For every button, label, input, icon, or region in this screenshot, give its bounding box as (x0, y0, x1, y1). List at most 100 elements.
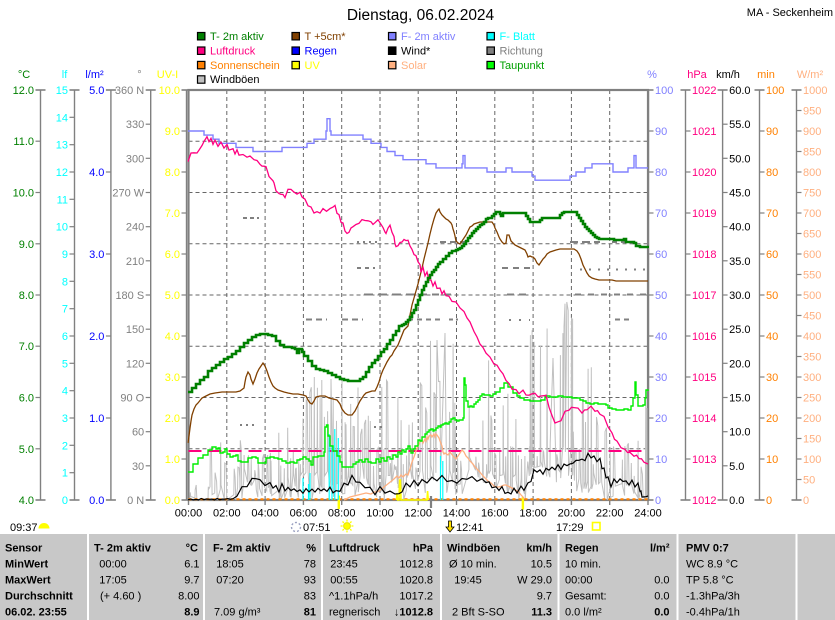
svg-text:10: 10 (56, 222, 68, 234)
svg-text:24:00: 24:00 (634, 508, 662, 520)
svg-text:W 29.0: W 29.0 (517, 575, 552, 587)
svg-text:Solar: Solar (401, 60, 427, 72)
svg-text:330: 330 (126, 119, 144, 131)
svg-text:Windböen: Windböen (210, 74, 260, 86)
svg-text:1012: 1012 (692, 495, 716, 507)
svg-text:450: 450 (803, 311, 821, 323)
svg-text:0.0 l/m²: 0.0 l/m² (565, 607, 602, 619)
svg-text:70: 70 (655, 208, 667, 220)
svg-text:17:05: 17:05 (99, 575, 127, 587)
svg-text:(+ 4.60 ): (+ 4.60 ) (100, 591, 141, 603)
svg-text:1.0: 1.0 (165, 454, 180, 466)
svg-text:10: 10 (655, 454, 667, 466)
svg-text:Durchschnitt: Durchschnitt (5, 591, 73, 603)
svg-text:4.0: 4.0 (165, 331, 180, 343)
svg-text:4.0: 4.0 (19, 495, 34, 507)
svg-text:W/m²: W/m² (797, 69, 824, 81)
svg-text:800: 800 (803, 167, 821, 179)
svg-text:7: 7 (62, 304, 68, 316)
svg-text:PMV 0:7: PMV 0:7 (686, 543, 729, 555)
svg-text:1021: 1021 (692, 126, 716, 138)
svg-text:210: 210 (126, 256, 144, 268)
svg-text:120: 120 (126, 358, 144, 370)
svg-text:km/h: km/h (716, 69, 740, 81)
svg-text:1013: 1013 (692, 454, 716, 466)
svg-text:02:00: 02:00 (213, 508, 241, 520)
svg-text:min: min (757, 69, 775, 81)
svg-text:8: 8 (62, 276, 68, 288)
svg-text:10.0: 10.0 (729, 427, 750, 439)
svg-text:11.0: 11.0 (13, 136, 34, 148)
svg-text:240: 240 (126, 222, 144, 234)
svg-text:T +5cm*: T +5cm* (305, 31, 347, 43)
svg-text:3: 3 (62, 413, 68, 425)
svg-text:0: 0 (62, 495, 68, 507)
svg-text:T- 2m aktiv: T- 2m aktiv (210, 31, 264, 43)
svg-text:Ø 10 min.: Ø 10 min. (449, 559, 497, 571)
svg-text:12: 12 (56, 167, 68, 179)
svg-text:30: 30 (766, 372, 778, 384)
svg-text:0.0: 0.0 (729, 495, 744, 507)
svg-text:25.0: 25.0 (729, 324, 750, 336)
svg-text:3.0: 3.0 (165, 372, 180, 384)
svg-text:9.0: 9.0 (19, 239, 34, 251)
svg-text:9.7: 9.7 (537, 591, 552, 603)
svg-text:300: 300 (126, 153, 144, 165)
svg-text:°C: °C (18, 69, 30, 81)
svg-text:8.9: 8.9 (184, 607, 199, 619)
svg-text:13: 13 (56, 140, 68, 152)
svg-text:0: 0 (766, 495, 772, 507)
svg-text:50.0: 50.0 (729, 153, 750, 165)
svg-text:100: 100 (766, 85, 784, 97)
svg-text:lf: lf (62, 69, 68, 81)
svg-text:22:00: 22:00 (596, 508, 624, 520)
svg-text:1012.8: 1012.8 (399, 559, 433, 571)
svg-text:regnerisch: regnerisch (329, 607, 380, 619)
svg-text:600: 600 (803, 249, 821, 261)
svg-text:60.0: 60.0 (729, 85, 750, 97)
svg-text:km/h: km/h (526, 543, 552, 555)
svg-text:18:00: 18:00 (519, 508, 547, 520)
svg-text:90: 90 (655, 126, 667, 138)
svg-text:10.0: 10.0 (13, 188, 34, 200)
svg-text:400: 400 (803, 331, 821, 343)
svg-text:MinWert: MinWert (5, 559, 49, 571)
svg-text:9.7: 9.7 (184, 575, 199, 587)
svg-text:4.0: 4.0 (89, 167, 104, 179)
svg-text:19:45: 19:45 (454, 575, 482, 587)
svg-text:80: 80 (766, 167, 778, 179)
svg-text:Luftdruck: Luftdruck (329, 543, 381, 555)
svg-text:2: 2 (62, 440, 68, 452)
svg-text:UV: UV (305, 60, 321, 72)
svg-text:5.0: 5.0 (19, 444, 34, 456)
svg-text:16:00: 16:00 (481, 508, 509, 520)
svg-text:60: 60 (655, 249, 667, 261)
svg-text:7.0: 7.0 (165, 208, 180, 220)
svg-text:20.0: 20.0 (729, 358, 750, 370)
svg-text:12.0: 12.0 (13, 85, 34, 97)
svg-text:10 min.: 10 min. (565, 559, 601, 571)
svg-text:700: 700 (803, 208, 821, 220)
svg-text:T- 2m aktiv: T- 2m aktiv (94, 543, 152, 555)
svg-text:MaxWert: MaxWert (5, 575, 51, 587)
svg-text:5.0: 5.0 (165, 290, 180, 302)
svg-text:Wind*: Wind* (401, 45, 431, 57)
svg-text:35.0: 35.0 (729, 256, 750, 268)
svg-text:1015: 1015 (692, 372, 716, 384)
svg-text:0: 0 (655, 495, 661, 507)
svg-text:500: 500 (803, 290, 821, 302)
svg-text:45.0: 45.0 (729, 188, 750, 200)
svg-text:1014: 1014 (692, 413, 716, 425)
svg-text:100: 100 (803, 454, 821, 466)
svg-text:17:29: 17:29 (556, 522, 584, 534)
svg-text:0.0: 0.0 (654, 607, 669, 619)
svg-text:30.0: 30.0 (729, 290, 750, 302)
svg-text:1016: 1016 (692, 331, 716, 343)
svg-text:F- 2m aktiv: F- 2m aktiv (401, 31, 456, 43)
svg-text:70: 70 (766, 208, 778, 220)
svg-text:MA - Seckenheim: MA - Seckenheim (747, 7, 833, 19)
svg-text:06.02. 23:55: 06.02. 23:55 (5, 607, 67, 619)
svg-text:08:00: 08:00 (328, 508, 356, 520)
svg-text:°C: °C (186, 543, 198, 555)
svg-text:F- Blatt: F- Blatt (500, 31, 535, 43)
